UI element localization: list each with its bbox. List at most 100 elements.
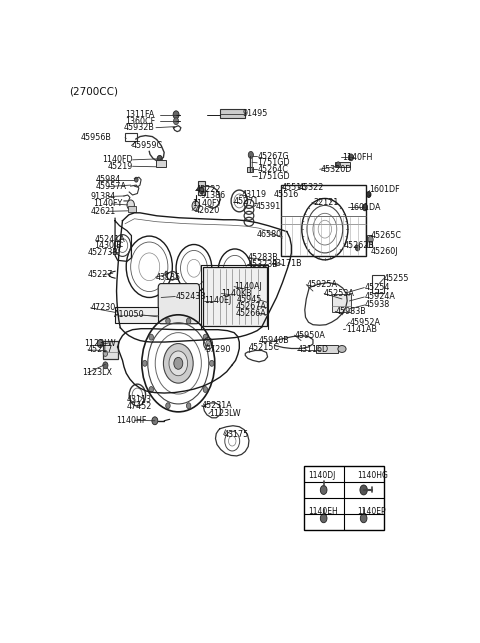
Ellipse shape [338, 345, 346, 352]
Text: 45322: 45322 [299, 183, 324, 192]
Text: 45264C: 45264C [257, 165, 288, 174]
Circle shape [149, 386, 154, 392]
Text: A10050: A10050 [114, 311, 144, 320]
Circle shape [149, 334, 154, 340]
Text: 1601DF: 1601DF [370, 185, 400, 194]
Text: 37290: 37290 [205, 345, 230, 354]
Circle shape [186, 318, 191, 324]
Text: 45231A: 45231A [202, 401, 232, 410]
Circle shape [103, 350, 108, 356]
Circle shape [360, 514, 367, 523]
Text: 45957A: 45957A [96, 182, 127, 191]
Circle shape [169, 351, 188, 376]
Circle shape [166, 403, 170, 409]
Bar [220, 109, 245, 118]
Circle shape [157, 156, 162, 162]
Circle shape [163, 343, 193, 383]
FancyBboxPatch shape [158, 284, 200, 323]
Text: 45940B: 45940B [259, 336, 290, 345]
Text: 22121: 22121 [313, 198, 338, 207]
Text: 1123LW: 1123LW [84, 338, 116, 347]
Bar [115, 307, 158, 323]
Text: 45265C: 45265C [371, 231, 402, 240]
Circle shape [173, 118, 179, 125]
Text: 1123LX: 1123LX [83, 368, 112, 377]
Text: 45320D: 45320D [321, 165, 352, 174]
Circle shape [186, 403, 191, 409]
Text: 45950A: 45950A [294, 331, 325, 340]
Text: 1140FY: 1140FY [192, 199, 221, 208]
Bar [203, 267, 267, 326]
Text: 45959C: 45959C [132, 141, 163, 150]
Text: 45323B: 45323B [248, 260, 278, 269]
Text: 91495: 91495 [242, 109, 268, 118]
Text: 45925A: 45925A [306, 280, 337, 289]
Circle shape [320, 485, 327, 494]
Text: 1140DJ: 1140DJ [309, 471, 336, 480]
Text: 45984: 45984 [96, 175, 121, 184]
Text: 91384: 91384 [91, 192, 116, 201]
Text: 1430JB: 1430JB [94, 242, 122, 251]
Circle shape [367, 192, 371, 197]
Text: 1601DA: 1601DA [348, 203, 380, 212]
Text: 45391: 45391 [256, 203, 281, 212]
Circle shape [173, 111, 179, 119]
Text: 45227: 45227 [87, 270, 113, 279]
Circle shape [348, 154, 353, 161]
Text: 45217: 45217 [88, 345, 113, 354]
Text: 45266A: 45266A [236, 309, 266, 318]
Text: 1140AJ: 1140AJ [234, 282, 262, 291]
Text: 47230: 47230 [91, 303, 116, 312]
Circle shape [192, 201, 200, 211]
Circle shape [200, 188, 204, 194]
Circle shape [174, 358, 183, 369]
Text: 43175: 43175 [224, 430, 249, 439]
Circle shape [134, 177, 138, 182]
Bar [335, 162, 350, 167]
Text: 45243B: 45243B [175, 292, 206, 301]
Circle shape [166, 318, 170, 324]
Bar [367, 235, 372, 247]
Text: 1140KB: 1140KB [221, 289, 252, 298]
Text: 45516: 45516 [282, 183, 307, 192]
Text: 1751GD: 1751GD [257, 172, 290, 181]
Text: 45222: 45222 [195, 185, 221, 194]
Circle shape [248, 152, 253, 158]
Text: 43171B: 43171B [272, 259, 303, 268]
Bar [332, 293, 351, 312]
Circle shape [206, 341, 210, 347]
Text: 45267G: 45267G [257, 152, 289, 161]
Circle shape [203, 386, 208, 392]
Circle shape [368, 236, 373, 243]
Text: 45952A: 45952A [349, 318, 381, 327]
Circle shape [360, 485, 367, 495]
Text: 47452: 47452 [127, 403, 152, 412]
Text: 45267A: 45267A [236, 302, 266, 311]
Bar [125, 133, 137, 141]
Text: 91386: 91386 [201, 192, 226, 201]
Bar [281, 185, 366, 257]
Text: 1141AB: 1141AB [346, 325, 377, 334]
Circle shape [97, 340, 103, 347]
Text: 1140EP: 1140EP [358, 507, 386, 516]
Text: 1140HF: 1140HF [116, 416, 146, 425]
Text: 1140EJ: 1140EJ [204, 296, 231, 305]
Text: 45945: 45945 [237, 296, 263, 304]
Circle shape [362, 204, 368, 211]
Text: (2700CC): (2700CC) [69, 86, 118, 96]
Text: 45273B: 45273B [87, 248, 118, 257]
Circle shape [203, 334, 208, 340]
Text: 45254: 45254 [364, 283, 390, 292]
Text: 1360CF: 1360CF [125, 117, 155, 126]
Text: 45255: 45255 [384, 274, 409, 283]
Text: 42621: 42621 [91, 207, 116, 216]
Circle shape [336, 162, 340, 168]
Bar [198, 181, 205, 195]
Text: 1123LW: 1123LW [209, 410, 240, 419]
Text: 45516: 45516 [274, 190, 299, 199]
Text: 45933B: 45933B [335, 307, 366, 316]
Bar [128, 206, 136, 212]
Text: 43135: 43135 [156, 273, 181, 282]
Text: 45271: 45271 [233, 197, 259, 206]
Text: 1140FY: 1140FY [94, 199, 123, 208]
